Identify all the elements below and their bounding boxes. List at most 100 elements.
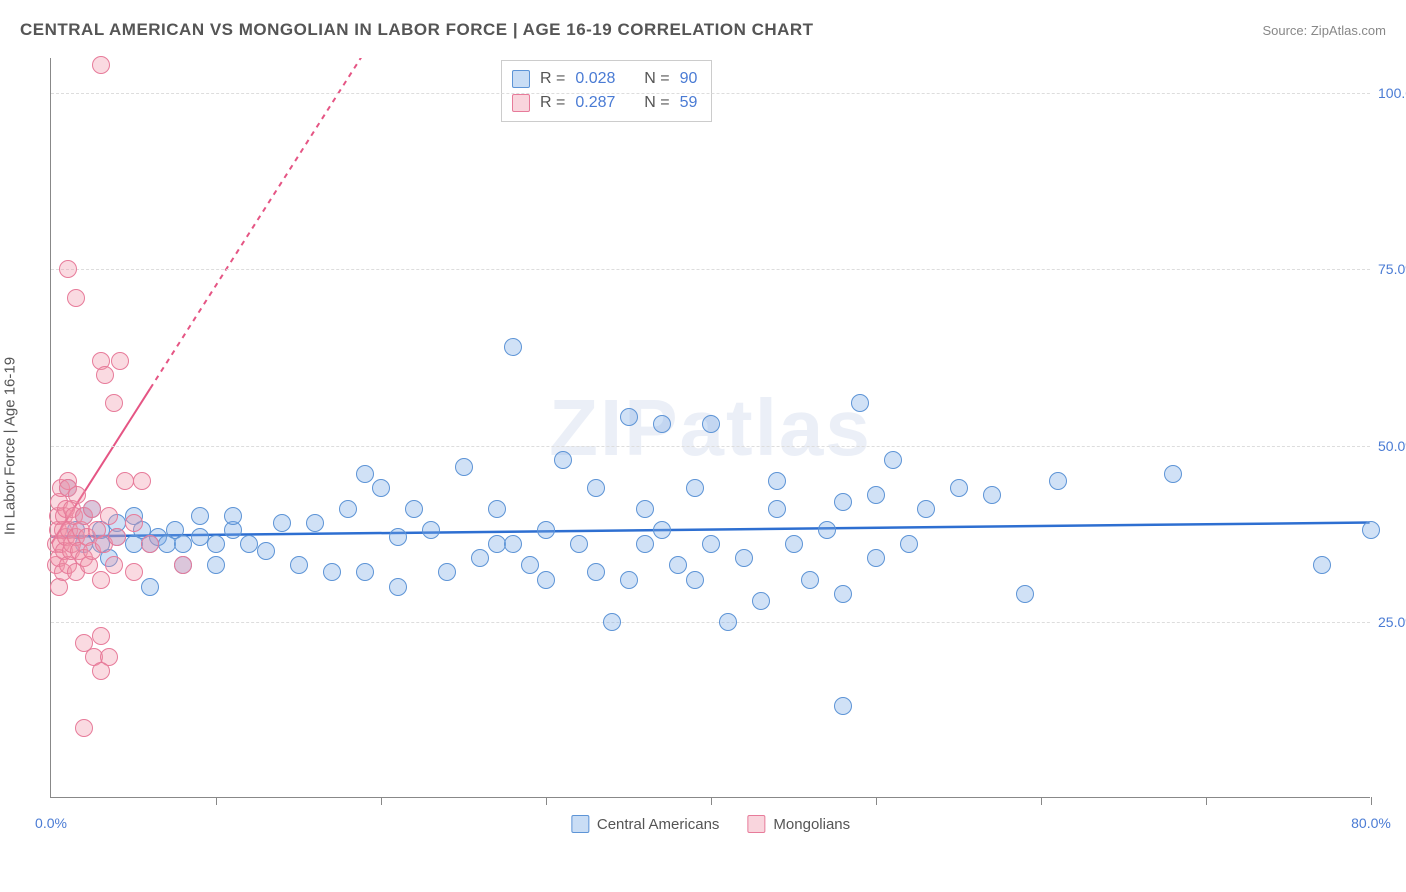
scatter-point bbox=[92, 662, 110, 680]
scatter-point bbox=[471, 549, 489, 567]
scatter-point bbox=[339, 500, 357, 518]
scatter-point bbox=[603, 613, 621, 631]
scatter-point bbox=[59, 260, 77, 278]
scatter-point bbox=[653, 521, 671, 539]
scatter-point bbox=[917, 500, 935, 518]
legend-swatch-b bbox=[747, 815, 765, 833]
scatter-point bbox=[108, 528, 126, 546]
scatter-point bbox=[1362, 521, 1380, 539]
scatter-point bbox=[174, 535, 192, 553]
chart-source: Source: ZipAtlas.com bbox=[1262, 23, 1386, 38]
scatter-point bbox=[1049, 472, 1067, 490]
scatter-point bbox=[488, 535, 506, 553]
scatter-plot-area: ZIPatlas R = 0.028 N = 90 R = 0.287 N = … bbox=[50, 58, 1370, 798]
scatter-point bbox=[818, 521, 836, 539]
scatter-point bbox=[111, 352, 129, 370]
scatter-point bbox=[96, 366, 114, 384]
scatter-point bbox=[67, 289, 85, 307]
source-link[interactable]: ZipAtlas.com bbox=[1311, 23, 1386, 38]
y-tick-label: 25.0% bbox=[1378, 614, 1406, 630]
scatter-point bbox=[141, 535, 159, 553]
scatter-point bbox=[125, 514, 143, 532]
y-tick-label: 75.0% bbox=[1378, 261, 1406, 277]
scatter-point bbox=[504, 338, 522, 356]
legend-swatch-a bbox=[512, 70, 530, 88]
x-tick-label: 80.0% bbox=[1351, 815, 1391, 831]
scatter-point bbox=[834, 697, 852, 715]
stats-r-label: R = bbox=[540, 67, 565, 91]
scatter-point bbox=[1164, 465, 1182, 483]
x-tick bbox=[381, 797, 382, 805]
scatter-point bbox=[570, 535, 588, 553]
scatter-point bbox=[884, 451, 902, 469]
scatter-point bbox=[100, 507, 118, 525]
x-tick bbox=[1041, 797, 1042, 805]
stats-row: R = 0.287 N = 59 bbox=[512, 91, 697, 115]
x-tick bbox=[216, 797, 217, 805]
scatter-point bbox=[191, 507, 209, 525]
scatter-point bbox=[75, 719, 93, 737]
scatter-point bbox=[537, 571, 555, 589]
scatter-point bbox=[702, 535, 720, 553]
scatter-point bbox=[537, 521, 555, 539]
gridline-horizontal bbox=[51, 622, 1370, 623]
chart-title: CENTRAL AMERICAN VS MONGOLIAN IN LABOR F… bbox=[20, 20, 814, 40]
y-tick-label: 50.0% bbox=[1378, 438, 1406, 454]
x-tick bbox=[711, 797, 712, 805]
gridline-horizontal bbox=[51, 446, 1370, 447]
scatter-point bbox=[455, 458, 473, 476]
scatter-point bbox=[867, 486, 885, 504]
scatter-point bbox=[521, 556, 539, 574]
scatter-point bbox=[240, 535, 258, 553]
scatter-point bbox=[834, 585, 852, 603]
scatter-point bbox=[801, 571, 819, 589]
scatter-point bbox=[1313, 556, 1331, 574]
scatter-point bbox=[438, 563, 456, 581]
scatter-point bbox=[290, 556, 308, 574]
scatter-point bbox=[768, 500, 786, 518]
scatter-point bbox=[1016, 585, 1034, 603]
scatter-point bbox=[405, 500, 423, 518]
scatter-point bbox=[851, 394, 869, 412]
bottom-legend: Central Americans Mongolians bbox=[571, 815, 850, 833]
legend-label: Central Americans bbox=[597, 816, 720, 833]
scatter-point bbox=[105, 394, 123, 412]
scatter-point bbox=[273, 514, 291, 532]
scatter-point bbox=[554, 451, 572, 469]
stats-r-value: 0.287 bbox=[575, 91, 615, 115]
scatter-point bbox=[686, 571, 704, 589]
scatter-point bbox=[686, 479, 704, 497]
chart-header: CENTRAL AMERICAN VS MONGOLIAN IN LABOR F… bbox=[20, 20, 1386, 40]
x-tick bbox=[1206, 797, 1207, 805]
scatter-point bbox=[372, 479, 390, 497]
scatter-point bbox=[488, 500, 506, 518]
stats-n-value: 59 bbox=[680, 91, 698, 115]
scatter-point bbox=[257, 542, 275, 560]
source-prefix: Source: bbox=[1262, 23, 1310, 38]
scatter-point bbox=[636, 535, 654, 553]
legend-swatch-b bbox=[512, 94, 530, 112]
scatter-point bbox=[669, 556, 687, 574]
scatter-point bbox=[389, 578, 407, 596]
scatter-point bbox=[323, 563, 341, 581]
legend-swatch-a bbox=[571, 815, 589, 833]
scatter-point bbox=[68, 486, 86, 504]
gridline-horizontal bbox=[51, 93, 1370, 94]
scatter-point bbox=[141, 578, 159, 596]
x-tick bbox=[876, 797, 877, 805]
stats-n-label: N = bbox=[644, 67, 669, 91]
scatter-point bbox=[867, 549, 885, 567]
scatter-point bbox=[785, 535, 803, 553]
scatter-point bbox=[834, 493, 852, 511]
scatter-point bbox=[983, 486, 1001, 504]
stats-legend: R = 0.028 N = 90 R = 0.287 N = 59 bbox=[501, 60, 712, 122]
scatter-point bbox=[504, 535, 522, 553]
scatter-point bbox=[653, 415, 671, 433]
stats-n-value: 90 bbox=[680, 67, 698, 91]
legend-item: Central Americans bbox=[571, 815, 720, 833]
scatter-point bbox=[356, 465, 374, 483]
scatter-point bbox=[702, 415, 720, 433]
gridline-horizontal bbox=[51, 269, 1370, 270]
legend-item: Mongolians bbox=[747, 815, 850, 833]
scatter-point bbox=[105, 556, 123, 574]
